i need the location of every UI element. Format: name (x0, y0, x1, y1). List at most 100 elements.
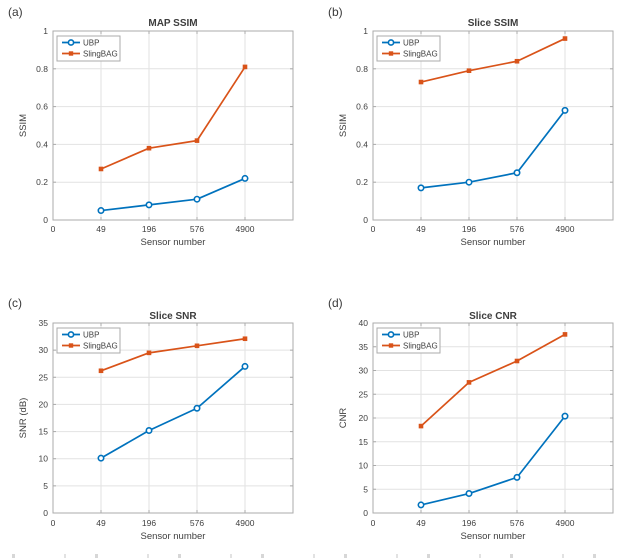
series-line-slingbag (420, 333, 566, 427)
data-point-ubp (417, 184, 425, 192)
x-tick-label: 576 (190, 518, 204, 528)
axes-box (52, 30, 294, 221)
x-tick-label: 196 (462, 224, 476, 234)
x-tick-label: 576 (510, 224, 524, 234)
data-point-slingbag (418, 79, 424, 85)
legend-marker-square (388, 343, 394, 348)
x-axis-label: Sensor number (461, 531, 526, 542)
legend-entry-label: UBP (403, 331, 419, 340)
data-point-ubp (513, 169, 521, 177)
data-point-slingbag (98, 368, 104, 374)
data-point-slingbag (514, 358, 520, 364)
x-tick-label: 0 (371, 518, 376, 528)
y-axis-label: SNR (dB) (18, 398, 29, 439)
chart-svg-d: 0 49 196 576 4900 0 5 10 15 20 25 30 35 40 Slice CNR Se… (328, 296, 614, 542)
x-tick-label: 4900 (236, 224, 255, 234)
y-tick-label: 15 (359, 437, 369, 447)
y-tick-label: 30 (39, 345, 49, 355)
chart-svg-c: 0 49 196 576 4900 0 5 10 15 20 25 30 35 Slice SNR Sens… (8, 296, 294, 542)
chart-svg-a: 0 49 196 576 4900 0 0.2 0.4 0.6 0.8 1 MAP SSIM Senso… (8, 5, 294, 248)
y-axis-label: CNR (338, 408, 349, 429)
x-tick-label: 196 (462, 518, 476, 528)
y-tick-label: 0.2 (36, 177, 48, 187)
data-point-ubp (145, 201, 153, 209)
axes-box (52, 322, 294, 514)
x-tick-label: 49 (96, 224, 106, 234)
y-tick-label: 10 (359, 461, 369, 471)
data-point-slingbag (562, 332, 568, 337)
data-point-ubp (193, 195, 201, 203)
x-axis-label: Sensor number (141, 237, 206, 248)
legend-entry-label: UBP (403, 39, 419, 48)
data-point-slingbag (194, 138, 200, 143)
y-tick-label: 0.2 (356, 177, 368, 187)
data-point-slingbag (562, 36, 568, 41)
legend-marker-square (388, 51, 394, 56)
y-tick-label: 35 (39, 318, 49, 328)
series-line-slingbag (100, 337, 246, 372)
y-tick-label: 1 (43, 26, 48, 36)
chart-svg-b: 0 49 196 576 4900 0 0.2 0.4 0.6 0.8 1 Slice SSIM Sen… (328, 5, 614, 248)
data-point-slingbag (242, 336, 248, 342)
x-tick-label: 4900 (556, 518, 575, 528)
panel-letter-label: (a) (8, 5, 23, 19)
legend-marker-circle (67, 331, 75, 338)
y-tick-label: 20 (39, 399, 49, 409)
data-point-slingbag (514, 58, 520, 64)
legend-marker-circle (387, 39, 395, 46)
y-tick-label: 0.6 (36, 102, 48, 112)
y-tick-label: 0.4 (36, 139, 48, 149)
y-tick-label: 0 (43, 215, 48, 225)
data-point-ubp (97, 207, 105, 215)
y-tick-label: 0.8 (356, 64, 368, 74)
y-tick-label: 0 (43, 508, 48, 518)
x-axis-label: Sensor number (141, 531, 206, 542)
x-tick-label: 4900 (236, 518, 255, 528)
y-tick-label: 10 (39, 454, 49, 464)
chart-panel-b: 0 49 196 576 4900 0 0.2 0.4 0.6 0.8 1 Slice SSIM Sen… (320, 0, 640, 280)
x-tick-label: 4900 (556, 224, 575, 234)
series-line-ubp (420, 109, 566, 189)
y-tick-label: 25 (359, 389, 369, 399)
y-tick-label: 1 (363, 26, 368, 36)
data-point-slingbag (146, 145, 152, 151)
legend-entry-label: UBP (83, 331, 99, 340)
data-point-ubp (145, 426, 153, 434)
legend-marker-circle (387, 331, 395, 338)
x-tick-label: 0 (371, 224, 376, 234)
data-point-ubp (193, 404, 201, 412)
data-point-ubp (417, 501, 425, 509)
x-axis-label: Sensor number (461, 237, 526, 248)
data-point-ubp (513, 473, 521, 481)
panel-letter-label: (d) (328, 296, 343, 310)
y-tick-label: 0.4 (356, 139, 368, 149)
data-point-ubp (241, 362, 249, 370)
legend-marker-square (68, 51, 74, 56)
x-tick-label: 49 (96, 518, 106, 528)
chart-panel-a: 0 49 196 576 4900 0 0.2 0.4 0.6 0.8 1 MAP SSIM Senso… (0, 0, 320, 280)
legend-box (56, 327, 121, 354)
y-tick-label: 20 (359, 413, 369, 423)
data-point-ubp (465, 178, 473, 186)
data-point-ubp (97, 454, 105, 462)
y-axis-label: SSIM (18, 114, 29, 137)
legend-entry-label: SlingBAG (403, 50, 438, 59)
x-tick-label: 0 (51, 224, 56, 234)
y-tick-label: 5 (43, 481, 48, 491)
data-point-ubp (561, 412, 569, 420)
data-point-slingbag (98, 166, 104, 172)
data-point-slingbag (466, 68, 472, 73)
series-line-ubp (100, 177, 246, 212)
legend-box (376, 327, 441, 354)
chart-title: Slice SNR (149, 311, 197, 322)
legend-marker-circle (67, 39, 75, 46)
chart-panel-c: 0 49 196 576 4900 0 5 10 15 20 25 30 35 Slice SNR Sens… (0, 280, 320, 558)
x-tick-label: 49 (416, 224, 426, 234)
series-line-slingbag (100, 66, 246, 170)
chart-title: Slice SSIM (468, 18, 519, 29)
data-point-slingbag (194, 343, 200, 349)
legend-entry-label: SlingBAG (83, 50, 118, 59)
panel-letter-label: (b) (328, 5, 343, 19)
y-tick-label: 40 (359, 318, 369, 328)
